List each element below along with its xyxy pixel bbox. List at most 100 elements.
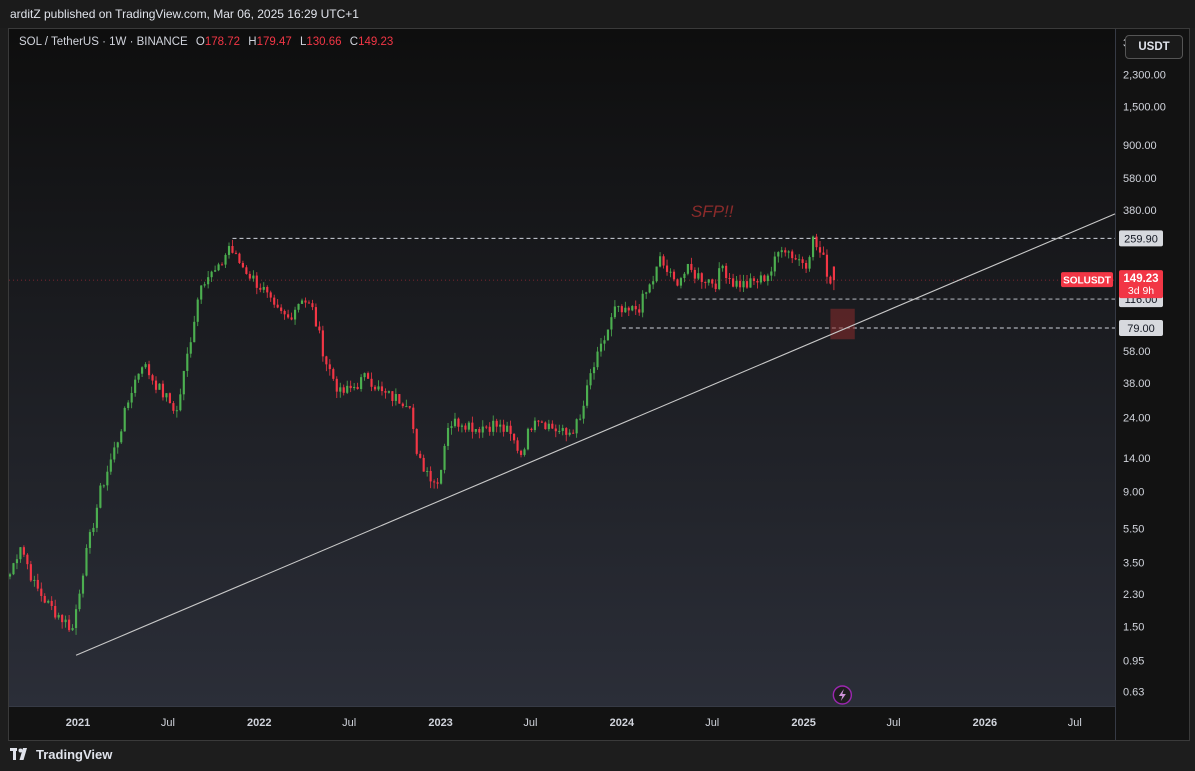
candle-body (460, 425, 464, 427)
candle-body (603, 340, 606, 344)
candle-body (439, 469, 443, 484)
candle-body (325, 356, 328, 365)
price-tick-label: 38.00 (1123, 378, 1151, 390)
candle-body (346, 385, 349, 393)
open-value: 178.72 (204, 36, 241, 48)
candle-body (617, 306, 620, 308)
candle-body (373, 386, 377, 390)
candle-body (33, 579, 36, 581)
candle-body (648, 284, 651, 293)
candle-body (22, 547, 25, 555)
candle-body (193, 321, 196, 343)
candle-body (784, 250, 787, 253)
candle-body (78, 593, 81, 610)
time-tick-label: 2026 (973, 717, 997, 729)
high-value: 179.47 (256, 36, 292, 48)
candle-body (825, 254, 829, 277)
candle-body (109, 459, 112, 472)
chart-canvas[interactable]: SFP!!3,500.002,300.001,500.00900.00580.0… (9, 29, 1189, 740)
candle-body (61, 615, 64, 623)
candle-body (123, 407, 126, 432)
candle-body (168, 393, 171, 404)
candle-body (592, 367, 596, 374)
candle-body (394, 394, 397, 401)
candle-body (134, 379, 137, 393)
candle-body (756, 281, 759, 283)
candle-body (314, 307, 317, 327)
time-tick-label: 2023 (428, 717, 452, 729)
time-tick-label: Jul (1068, 717, 1082, 729)
candle-body (290, 317, 293, 320)
candle-body (638, 309, 641, 313)
tradingview-brand[interactable]: TradingView (10, 745, 112, 763)
candle-body (599, 343, 603, 352)
candle-body (130, 392, 133, 403)
time-tick-label: 2024 (610, 717, 635, 729)
chart-pane[interactable]: SFP!!3,500.002,300.001,500.00900.00580.0… (8, 28, 1190, 741)
candle-body (120, 431, 123, 443)
time-tick-label: 2021 (66, 717, 90, 729)
time-tick-label: 2022 (247, 717, 271, 729)
level-price-badge (1119, 319, 1163, 336)
candle-body (54, 605, 57, 618)
candle-body (363, 373, 366, 378)
candle-body (526, 428, 530, 450)
candle-body (273, 297, 276, 305)
candle-body (659, 256, 662, 267)
candle-body (29, 564, 32, 581)
candle-body (818, 247, 822, 253)
candle-body (172, 403, 175, 411)
candle-body (380, 386, 384, 392)
candle-body (742, 281, 745, 288)
currency-button[interactable]: USDT (1125, 35, 1183, 59)
candle-body (85, 547, 88, 576)
candle-body (113, 447, 116, 460)
candle-body (808, 257, 811, 269)
symbol-price-tag (1061, 272, 1113, 288)
candle-body (9, 574, 12, 577)
candle-body (561, 428, 564, 431)
candle-body (558, 430, 561, 432)
candle-body (384, 391, 387, 393)
candle-body (568, 432, 571, 435)
level-price-label: 79.00 (1127, 323, 1155, 335)
candle-body (266, 286, 269, 293)
symbol-title: SOL / TetherUS · 1W · BINANCE (19, 36, 188, 48)
candle-body (735, 280, 738, 287)
candle-body (565, 428, 568, 435)
candle-body (540, 421, 543, 423)
candle-body (231, 246, 234, 253)
candle-body (492, 420, 495, 432)
candle-body (356, 386, 359, 390)
candle-body (342, 387, 345, 393)
candle-body (471, 422, 474, 432)
candle-body (749, 278, 752, 288)
price-tick-label: 580.00 (1123, 173, 1157, 185)
candle-body (214, 270, 217, 272)
candle-body (801, 259, 804, 264)
price-tick-label: 5.50 (1123, 524, 1144, 536)
candle-body (620, 306, 623, 313)
close-key: C (349, 36, 359, 48)
candle-body (318, 326, 321, 331)
price-tick-label: 0.63 (1123, 687, 1144, 699)
candle-body (370, 378, 373, 387)
candle-body (596, 351, 599, 368)
publisher-bar: arditZ published on TradingView.com, Mar… (0, 0, 1195, 28)
candle-body (631, 306, 634, 311)
time-tick-label: Jul (342, 717, 356, 729)
candle-body (791, 251, 794, 259)
candle-body (537, 420, 540, 422)
candle-body (179, 394, 182, 411)
candle-body (579, 418, 582, 420)
candle-body (227, 246, 231, 255)
candle-body (641, 293, 644, 313)
candle-body (634, 306, 637, 310)
publisher-text: arditZ published on TradingView.com, Mar… (10, 7, 359, 21)
candle-body (207, 277, 210, 285)
candle-body (752, 278, 756, 282)
candle-body (224, 254, 227, 265)
time-axis-background (9, 706, 1115, 740)
candle-body (686, 263, 689, 274)
candle-body (419, 453, 422, 458)
